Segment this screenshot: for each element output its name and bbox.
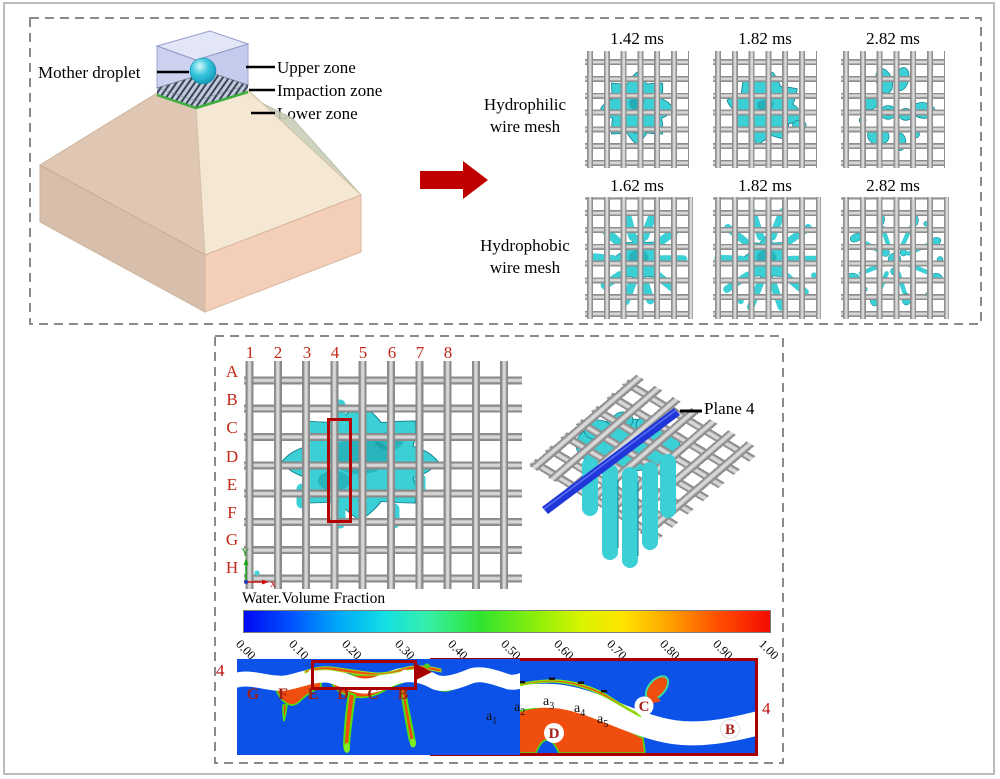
grid-col-label: 3 xyxy=(302,343,312,362)
wire-mesh-overlay xyxy=(244,361,522,589)
mesh-snapshot-hydrophobic-1 xyxy=(585,197,693,319)
grid-row-label: A xyxy=(225,362,239,381)
row-label-hydrophilic-1: Hydrophilic xyxy=(483,95,567,114)
grid-top-view xyxy=(244,361,522,589)
grid-row-label: H xyxy=(225,558,239,577)
zoom-arrow-icon xyxy=(416,664,432,680)
grid-col-label: 1 xyxy=(245,343,255,362)
water-film-top xyxy=(304,665,442,676)
bottom-panel-dashed-border xyxy=(214,335,784,764)
x-axis-label: x xyxy=(270,576,276,588)
colorbar-title: Water.Volume Fraction xyxy=(242,590,386,607)
contact-point-label: a2 xyxy=(514,700,526,718)
impaction-zone-slab xyxy=(155,71,250,110)
mesh-snapshot-hydrophobic-2 xyxy=(713,197,821,319)
y-axis-arrow-icon xyxy=(243,558,249,565)
flow-arrow-icon xyxy=(420,161,488,199)
coordinate-axes: Y x xyxy=(241,545,276,588)
simulation-domain-schematic xyxy=(39,30,362,313)
wire-mesh-overlay xyxy=(585,197,693,319)
grid-row-label: B xyxy=(226,390,238,409)
lower-zone-frustum xyxy=(39,76,362,313)
row-label-hydrophobic-1: Hydrophobic xyxy=(480,236,570,255)
wire-mesh-overlay xyxy=(841,51,945,168)
mesh-snapshot-hydrophilic-2 xyxy=(713,51,817,168)
mesh-snapshot-hydrophilic-1 xyxy=(585,51,689,168)
mesh-snapshot-hydrophobic-3 xyxy=(841,197,949,319)
wire-label: E xyxy=(307,686,319,703)
wire-mesh-overlay xyxy=(585,51,689,168)
contact-point-label: a1 xyxy=(486,709,498,727)
row-label-hydrophilic-2: wire mesh xyxy=(489,117,561,136)
upper-zone-label: Upper zone xyxy=(277,58,356,77)
region-label-B: B xyxy=(725,722,735,738)
grid-col-label: 5 xyxy=(358,343,368,362)
contact-point-label: a4 xyxy=(574,701,586,719)
droplet-fingers xyxy=(582,454,676,568)
contact-point-label: a5 xyxy=(597,712,609,730)
grid-row-label: G xyxy=(225,530,239,549)
wire-label: F xyxy=(278,686,288,703)
plane-4-label: Plane 4 xyxy=(704,399,755,418)
time-label: 1.82 ms xyxy=(738,29,792,48)
grid-col-label: 6 xyxy=(387,343,397,362)
wire-mesh-overlay xyxy=(713,51,817,168)
region-label-C: C xyxy=(639,699,650,715)
drip-tip xyxy=(344,743,350,753)
wire-label: G xyxy=(246,686,260,703)
wire-label: B xyxy=(397,686,409,703)
cfd-section-left xyxy=(237,659,520,755)
plane4-highlight-rect xyxy=(327,418,352,523)
mesh-snapshot-hydrophilic-3 xyxy=(841,51,945,168)
lower-zone-label: Lower zone xyxy=(277,104,358,123)
grid-col-label: 7 xyxy=(415,343,425,362)
leader-lines xyxy=(157,65,275,115)
droplet-fingers-and-plane xyxy=(542,408,702,568)
region-label-D: D xyxy=(549,726,560,742)
grid-row-label: C xyxy=(226,418,238,437)
grid-col-label: 8 xyxy=(443,343,453,362)
droplet-dot-icon xyxy=(254,570,260,576)
wire-label: C xyxy=(367,686,379,703)
wire-mesh-overlay xyxy=(713,197,821,319)
wire-mesh-overlay xyxy=(841,197,949,319)
x-axis-arrow-icon xyxy=(262,579,269,585)
zoom-region-rect xyxy=(311,660,417,690)
time-label: 1.82 ms xyxy=(738,176,792,195)
grid-col-label: 2 xyxy=(273,343,283,362)
mother-droplet-sphere xyxy=(189,57,217,85)
grid-row-label: E xyxy=(226,475,238,494)
wire-label: D xyxy=(337,686,349,703)
section-right-plane-number: 4 xyxy=(762,699,771,718)
drip-tip xyxy=(410,738,416,748)
grid-col-label: 4 xyxy=(330,343,340,362)
grid-row-label: D xyxy=(225,447,239,466)
row-label-hydrophobic-2: wire mesh xyxy=(489,258,561,277)
time-label: 2.82 ms xyxy=(866,176,920,195)
grid-row-label: F xyxy=(227,503,237,522)
impaction-zone-label: Impaction zone xyxy=(277,81,383,100)
colorbar-gradient xyxy=(243,610,771,633)
top-panel-dashed-border xyxy=(29,17,982,325)
impaction-zone-green-edge xyxy=(156,90,249,110)
mother-droplet-label: Mother droplet xyxy=(38,63,141,82)
cut-plane-4 xyxy=(542,408,680,514)
time-label: 2.82 ms xyxy=(866,29,920,48)
section-left-plane-number: 4 xyxy=(216,661,225,680)
time-label: 1.42 ms xyxy=(610,29,664,48)
contact-point-label: a3 xyxy=(543,694,555,712)
time-label: 1.62 ms xyxy=(610,176,664,195)
origin-marker xyxy=(244,580,248,584)
y-axis-label: Y xyxy=(241,545,250,559)
figure-border xyxy=(3,2,995,775)
